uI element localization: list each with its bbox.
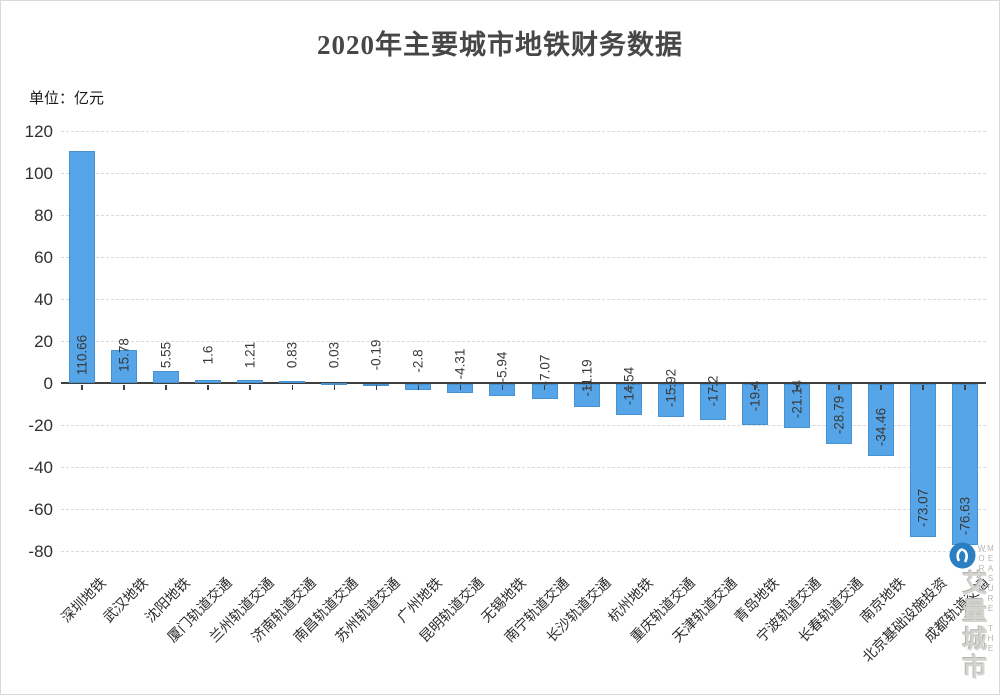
gridline bbox=[61, 341, 986, 342]
bar-value-label: -0.19 bbox=[368, 340, 384, 371]
bar bbox=[195, 379, 222, 383]
y-axis-tick-label: 20 bbox=[34, 332, 53, 351]
bar bbox=[531, 384, 558, 399]
x-axis-tick bbox=[922, 385, 924, 390]
bar bbox=[909, 384, 936, 538]
x-axis-tick bbox=[165, 385, 167, 390]
bar-value-label: 0.83 bbox=[284, 341, 300, 369]
gridline bbox=[61, 551, 986, 552]
bar-value-label: -4.31 bbox=[452, 348, 468, 380]
bar-value-label: -11.19 bbox=[579, 359, 595, 398]
brand-logo-icon bbox=[949, 542, 976, 569]
x-axis-tick bbox=[796, 385, 798, 390]
brand-tagline: MEASURE THE WORLD bbox=[977, 544, 995, 654]
gridline bbox=[61, 299, 986, 300]
gridline bbox=[61, 173, 986, 174]
gridline bbox=[61, 467, 986, 468]
x-axis-tick bbox=[375, 385, 378, 390]
bar-value-label: -17.2 bbox=[705, 375, 721, 407]
watermark: 艾量城市 MEASURE THE WORLD bbox=[939, 542, 997, 692]
unit-label: 单位：亿元 bbox=[29, 90, 105, 107]
x-axis-tick bbox=[459, 385, 462, 390]
gridline bbox=[61, 257, 986, 258]
bar bbox=[573, 384, 600, 408]
gridline bbox=[61, 131, 986, 132]
bar bbox=[489, 384, 516, 397]
bar bbox=[783, 384, 810, 429]
x-axis-tick bbox=[585, 385, 588, 390]
y-axis-tick-label: 80 bbox=[34, 206, 53, 225]
y-axis-tick-label: 120 bbox=[24, 122, 53, 141]
x-axis-tick bbox=[81, 385, 83, 390]
bar bbox=[69, 150, 96, 383]
x-axis-tick bbox=[838, 385, 840, 390]
y-axis-tick-label: -80 bbox=[28, 542, 53, 561]
bar-value-label: -28.79 bbox=[831, 396, 847, 435]
brand-name: 艾量城市 bbox=[959, 570, 987, 682]
bar-value-label: -2.8 bbox=[410, 349, 426, 373]
bar-value-label: -5.94 bbox=[494, 352, 510, 383]
x-axis-tick bbox=[669, 385, 672, 390]
y-axis-tick-label: -40 bbox=[28, 458, 53, 477]
bar-value-label: -73.07 bbox=[915, 489, 931, 528]
y-axis-tick-label: 60 bbox=[34, 248, 53, 267]
gridline bbox=[61, 215, 986, 216]
x-axis-tick bbox=[291, 385, 293, 390]
bar-value-label: 1.21 bbox=[242, 341, 258, 369]
x-axis-tick bbox=[711, 385, 714, 390]
x-axis-tick bbox=[543, 385, 546, 390]
x-axis-tick bbox=[754, 385, 756, 390]
x-axis-line bbox=[61, 382, 986, 384]
bar bbox=[321, 382, 348, 385]
bar-value-label: 1.6 bbox=[200, 345, 216, 365]
bar-value-label: 5.55 bbox=[158, 341, 174, 369]
bar bbox=[825, 384, 852, 445]
bar bbox=[867, 384, 894, 457]
y-axis-tick-label: -60 bbox=[28, 500, 53, 519]
bar bbox=[699, 384, 726, 421]
y-axis-tick-label: 100 bbox=[24, 164, 53, 183]
bar bbox=[111, 349, 138, 383]
y-axis-tick-label: -20 bbox=[28, 416, 53, 435]
x-axis-category-label: 深圳地铁 bbox=[57, 574, 109, 626]
x-axis-tick bbox=[880, 385, 882, 390]
bar bbox=[741, 384, 768, 425]
bar bbox=[657, 384, 684, 418]
x-axis-tick bbox=[123, 385, 125, 390]
bar-value-label: -76.63 bbox=[957, 496, 973, 536]
x-axis-category-label: 武汉地铁 bbox=[99, 574, 151, 626]
gridline bbox=[61, 425, 986, 426]
gridline bbox=[61, 509, 986, 510]
bar bbox=[237, 380, 264, 383]
bar bbox=[279, 381, 306, 384]
x-axis-tick bbox=[627, 385, 630, 390]
x-axis-tick bbox=[207, 385, 209, 390]
x-axis-tick bbox=[333, 385, 336, 390]
x-axis-tick bbox=[417, 385, 420, 390]
y-axis-tick-label: 40 bbox=[34, 290, 53, 309]
x-axis-tick bbox=[964, 385, 966, 390]
bar-value-label: 15.78 bbox=[116, 338, 132, 372]
chart-title: 2020年主要城市地铁财务数据 bbox=[317, 30, 683, 60]
y-axis-tick-label: 0 bbox=[43, 374, 53, 393]
x-axis-tick bbox=[501, 385, 504, 390]
bar-value-label: -34.46 bbox=[873, 408, 889, 447]
bar-value-label: -7.07 bbox=[537, 354, 553, 386]
bar-value-label: 0.03 bbox=[326, 341, 342, 369]
x-axis-tick bbox=[249, 385, 251, 390]
bar-value-label: 110.66 bbox=[74, 334, 90, 376]
bar bbox=[153, 371, 180, 383]
